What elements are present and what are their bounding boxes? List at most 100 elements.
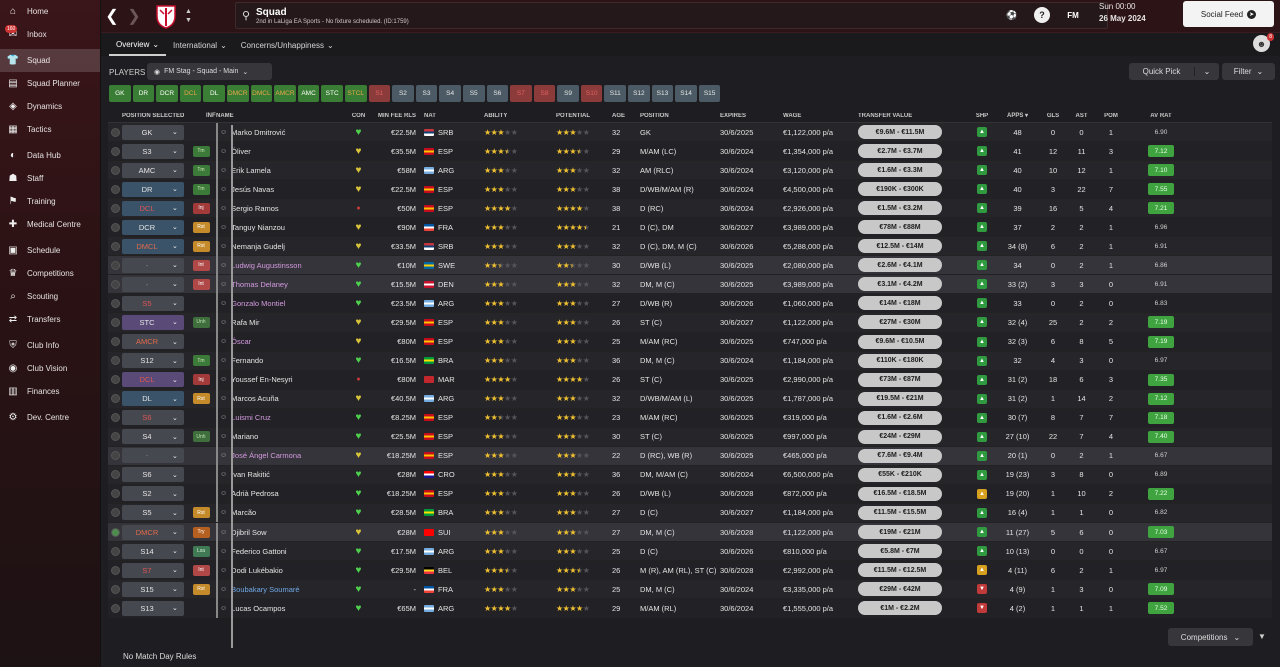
status-badge[interactable]: Inj [192, 202, 210, 214]
row-checkbox[interactable] [110, 489, 120, 499]
table-row[interactable]: S12 ⌄ Tm ☺ Fernando ♥ €16.5M BRA ★★★★★ ★★★★★ 36 DM,… [108, 351, 1272, 371]
position-dropdown[interactable]: S7 ⌄ [122, 562, 184, 578]
row-checkbox[interactable] [110, 298, 120, 308]
position-chip-stc[interactable]: STC [321, 85, 343, 102]
position-selected-cell[interactable]: DCL ⌄ [122, 372, 186, 388]
position-chip-s2[interactable]: S2 [392, 85, 414, 102]
row-checkbox[interactable] [110, 337, 120, 347]
col-wage[interactable]: WAGE [783, 112, 802, 119]
player-name[interactable]: Federico Gattoni [231, 546, 287, 556]
player-name-cell[interactable]: ☺ Marko Dmitrović [220, 128, 342, 137]
status-badge[interactable]: Tm [192, 355, 210, 367]
status-badge[interactable]: Unh [192, 316, 210, 328]
table-row[interactable]: DMCL ⌄ Rst ☺ Nemanja Gudelj ♥ €33.5M SRB ★★★★★ ★★… [108, 236, 1272, 257]
row-checkbox[interactable] [110, 432, 120, 442]
row-checkbox[interactable] [110, 565, 120, 575]
select-cell[interactable] [108, 279, 122, 289]
col-expires[interactable]: EXPIRES [720, 112, 747, 119]
row-checkbox[interactable] [110, 527, 120, 537]
row-checkbox[interactable] [110, 165, 120, 175]
position-chip-amc[interactable]: AMC [297, 85, 320, 102]
player-name[interactable]: Fernando [231, 356, 264, 366]
position-chip-s10[interactable]: S10 [580, 85, 603, 102]
position-selected-cell[interactable]: - ⌄ [122, 257, 186, 273]
select-cell[interactable] [108, 298, 122, 308]
position-dropdown[interactable]: S6 ⌄ [122, 467, 184, 483]
player-name-cell[interactable]: ☺ Djibril Sow [220, 528, 342, 537]
player-name[interactable]: Rafa Mir [231, 317, 260, 327]
row-checkbox[interactable] [110, 394, 120, 404]
row-checkbox[interactable] [110, 260, 120, 270]
table-row[interactable]: S5 ⌄ Rst ☺ Marcão ♥ €28.5M BRA ★★★★★ ★★★★★ 27 D (C)… [108, 503, 1272, 523]
col-potential[interactable]: POTENTIAL [556, 112, 590, 119]
sidebar-item-scouting[interactable]: ⌕ Scouting [0, 285, 100, 308]
position-selected-cell[interactable]: S2 ⌄ [122, 486, 186, 502]
row-checkbox[interactable] [110, 546, 120, 556]
position-dropdown[interactable]: S5 ⌄ [122, 505, 184, 521]
row-checkbox[interactable] [110, 470, 120, 480]
table-row[interactable]: AMC ⌄ Tm ☺ Erik Lamela ♥ €58M ARG ★★★★★ ★★★★★ 32 AM… [108, 160, 1272, 181]
sidebar-item-transfers[interactable]: ⇄ Transfers [0, 308, 100, 331]
position-dropdown[interactable]: AMCR ⌄ [122, 334, 184, 350]
table-row[interactable]: - ⌄ Int ☺ Ludwig Augustinsson ♥ €10M SWE ★★★★★ ★★… [108, 255, 1272, 276]
player-name[interactable]: Sergio Ramos [231, 203, 279, 213]
table-row[interactable]: S13 ⌄ ☺ Lucas Ocampos ♥ €65M ARG ★★★★★ ★★★★★ 29 M/… [108, 598, 1272, 619]
status-badge[interactable]: Lsa [192, 545, 210, 557]
position-dropdown[interactable]: S12 ⌄ [122, 353, 184, 369]
position-selected-cell[interactable]: - ⌄ [122, 448, 186, 464]
player-name[interactable]: Marcão [231, 508, 257, 518]
position-dropdown[interactable]: S5 ⌄ [122, 295, 184, 311]
select-cell[interactable] [108, 317, 122, 327]
position-selected-cell[interactable]: S3 ⌄ [122, 143, 186, 159]
position-selected-cell[interactable]: S6 ⌄ [122, 410, 186, 426]
position-chip-s13[interactable]: S13 [651, 85, 674, 102]
position-dropdown[interactable]: DMCL ⌄ [122, 238, 184, 254]
player-name[interactable]: Adrià Pedrosa [231, 489, 279, 499]
position-dropdown[interactable]: DR ⌄ [122, 181, 184, 197]
status-badge[interactable]: Rst [192, 583, 210, 595]
position-selected-cell[interactable]: S5 ⌄ [122, 505, 186, 521]
ball-icon[interactable]: ⚽ [1006, 9, 1018, 20]
tab-concerns-unhappiness[interactable]: Concerns/Unhappiness ⌄ [234, 34, 341, 56]
player-name-cell[interactable]: ☺ Marcos Acuña [220, 394, 342, 403]
status-badge[interactable]: Unh [192, 431, 210, 443]
status-badge[interactable]: Rst [192, 240, 210, 252]
select-cell[interactable] [108, 241, 122, 251]
table-row[interactable]: AMCR ⌄ ☺ Óscar ♥ €80M ESP ★★★★★ ★★★★★ 25 M/AM (RC)… [108, 332, 1272, 352]
player-name[interactable]: Boubakary Soumaré [231, 584, 300, 594]
position-selected-cell[interactable]: S13 ⌄ [122, 600, 186, 616]
row-checkbox[interactable] [110, 203, 120, 213]
back-arrow-icon[interactable]: ❮ [105, 8, 119, 25]
position-selected-cell[interactable]: S6 ⌄ [122, 467, 186, 483]
player-name[interactable]: Jesús Navas [231, 184, 275, 194]
select-cell[interactable] [108, 470, 122, 480]
staff-profile-icon[interactable]: ☻ 8 [1253, 33, 1274, 52]
position-selected-cell[interactable]: DMCL ⌄ [122, 238, 186, 254]
switch-team-arrows[interactable]: ▲ ▼ [185, 7, 192, 25]
row-checkbox[interactable] [110, 146, 120, 156]
row-checkbox[interactable] [110, 603, 120, 613]
col-position-selected[interactable]: POSITION SELECTED [122, 112, 185, 119]
col-age[interactable]: AGE [612, 112, 626, 119]
row-checkbox[interactable] [110, 356, 120, 366]
player-name-cell[interactable]: ☺ Jesús Navas [220, 185, 342, 194]
player-name[interactable]: Tanguy Nianzou [231, 222, 285, 232]
player-name-cell[interactable]: ☺ Nemanja Gudelj [220, 242, 342, 251]
sidebar-item-finances[interactable]: ▥ Finances [0, 380, 100, 403]
table-row[interactable]: DCR ⌄ Rst ☺ Tanguy Nianzou ♥ €90M FRA ★★★★★ ★★★★★… [108, 217, 1272, 238]
player-name-cell[interactable]: ☺ Gonzalo Montiel [220, 299, 342, 308]
select-cell[interactable] [108, 375, 122, 385]
sidebar-item-club-vision[interactable]: ◉ Club Vision [0, 357, 100, 380]
select-cell[interactable] [108, 337, 122, 347]
player-name[interactable]: Mariano [231, 432, 259, 442]
player-name-cell[interactable]: ☺ Tanguy Nianzou [220, 223, 342, 232]
select-cell[interactable] [108, 260, 122, 270]
select-cell[interactable] [108, 508, 122, 518]
col-position[interactable]: POSITION [640, 112, 669, 119]
position-chip-s8[interactable]: S8 [533, 85, 556, 102]
player-name[interactable]: Óliver [231, 146, 251, 156]
position-chip-dcl[interactable]: DCL [179, 85, 202, 102]
position-chip-dr[interactable]: DR [132, 85, 155, 102]
player-name[interactable]: Thomas Delaney [231, 279, 288, 289]
row-checkbox[interactable] [110, 375, 120, 385]
